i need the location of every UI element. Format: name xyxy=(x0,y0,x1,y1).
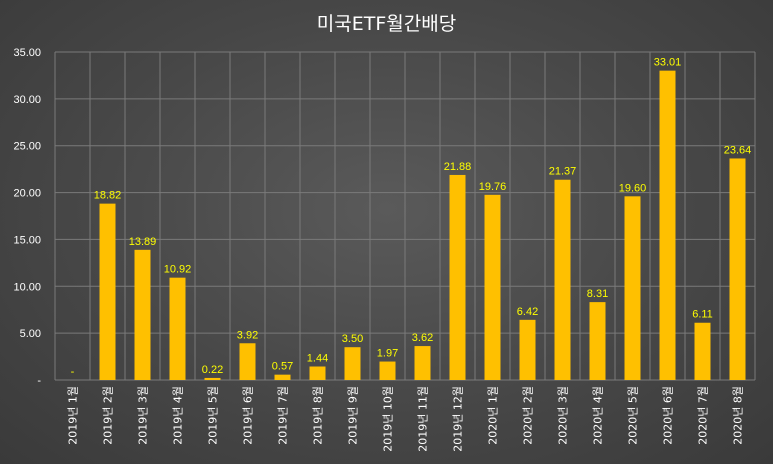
bar xyxy=(554,179,571,380)
bar xyxy=(134,249,151,380)
x-tick-label: 2019년 11월 xyxy=(417,386,430,452)
data-label: 13.89 xyxy=(129,236,157,248)
data-label: 23.64 xyxy=(724,144,752,156)
y-tick-label: 35.00 xyxy=(13,47,41,59)
data-label: 8.31 xyxy=(587,288,608,300)
y-tick-label: 30.00 xyxy=(13,94,41,106)
bar xyxy=(624,196,641,380)
x-tick-label: 2020년 7월 xyxy=(697,386,710,445)
x-tick-label: 2020년 4월 xyxy=(592,386,605,445)
bar xyxy=(274,374,291,380)
data-label: 1.44 xyxy=(307,353,328,365)
data-label: 21.37 xyxy=(549,166,577,178)
x-tick-label: 2020년 5월 xyxy=(627,386,640,445)
x-tick-label: 2020년 1월 xyxy=(487,386,500,445)
bar xyxy=(659,70,676,380)
y-tick-label: 25.00 xyxy=(13,141,41,153)
data-label: 0.57 xyxy=(272,361,293,373)
y-tick-label: 15.00 xyxy=(13,234,41,246)
x-tick-label: 2019년 3월 xyxy=(137,386,150,445)
bar xyxy=(379,361,396,380)
data-label: 3.50 xyxy=(342,333,363,345)
data-label: 3.62 xyxy=(412,332,433,344)
data-label: - xyxy=(71,366,75,378)
x-tick-label: 2020년 6월 xyxy=(662,386,675,445)
y-tick-label: 20.00 xyxy=(13,188,41,200)
x-tick-label: 2019년 4월 xyxy=(172,386,185,445)
data-label: 6.42 xyxy=(517,306,538,318)
x-tick-label: 2020년 8월 xyxy=(732,386,745,445)
data-label: 3.92 xyxy=(237,329,258,341)
chart-title: 미국ETF월간배당 xyxy=(316,13,457,35)
bar xyxy=(169,277,186,380)
data-label: 19.76 xyxy=(479,181,507,193)
x-tick-label: 2019년 12월 xyxy=(452,386,465,452)
x-tick-label: 2019년 6월 xyxy=(242,386,255,445)
bar xyxy=(449,174,466,380)
y-tick-label: - xyxy=(37,375,41,387)
y-tick-label: 5.00 xyxy=(20,328,41,340)
data-label: 19.60 xyxy=(619,182,647,194)
x-tick-label: 2019년 9월 xyxy=(347,386,360,445)
data-label: 21.88 xyxy=(444,161,472,173)
data-label: 18.82 xyxy=(94,190,122,202)
bar xyxy=(484,194,501,380)
data-label: 6.11 xyxy=(692,309,713,321)
bar xyxy=(309,366,326,380)
x-tick-label: 2019년 7월 xyxy=(277,386,290,445)
data-label: 10.92 xyxy=(164,264,192,276)
y-tick-label: 10.00 xyxy=(13,281,41,293)
bar xyxy=(589,302,606,380)
bar xyxy=(239,343,256,380)
x-tick-label: 2020년 2월 xyxy=(522,386,535,445)
bar xyxy=(344,347,361,380)
bar xyxy=(99,203,116,380)
data-label: 0.22 xyxy=(202,364,223,376)
bar xyxy=(729,158,746,380)
bar xyxy=(694,322,711,380)
x-tick-label: 2019년 5월 xyxy=(207,386,220,445)
data-label: 33.01 xyxy=(654,57,682,69)
bar xyxy=(414,346,431,380)
x-tick-label: 2019년 2월 xyxy=(102,386,115,445)
x-tick-label: 2019년 10월 xyxy=(382,386,395,452)
x-tick-label: 2019년 8월 xyxy=(312,386,325,445)
bar xyxy=(519,319,536,380)
x-tick-label: 2019년 1월 xyxy=(67,386,80,445)
bar xyxy=(204,377,221,380)
x-tick-label: 2020년 3월 xyxy=(557,386,570,445)
data-label: 1.97 xyxy=(377,348,398,360)
